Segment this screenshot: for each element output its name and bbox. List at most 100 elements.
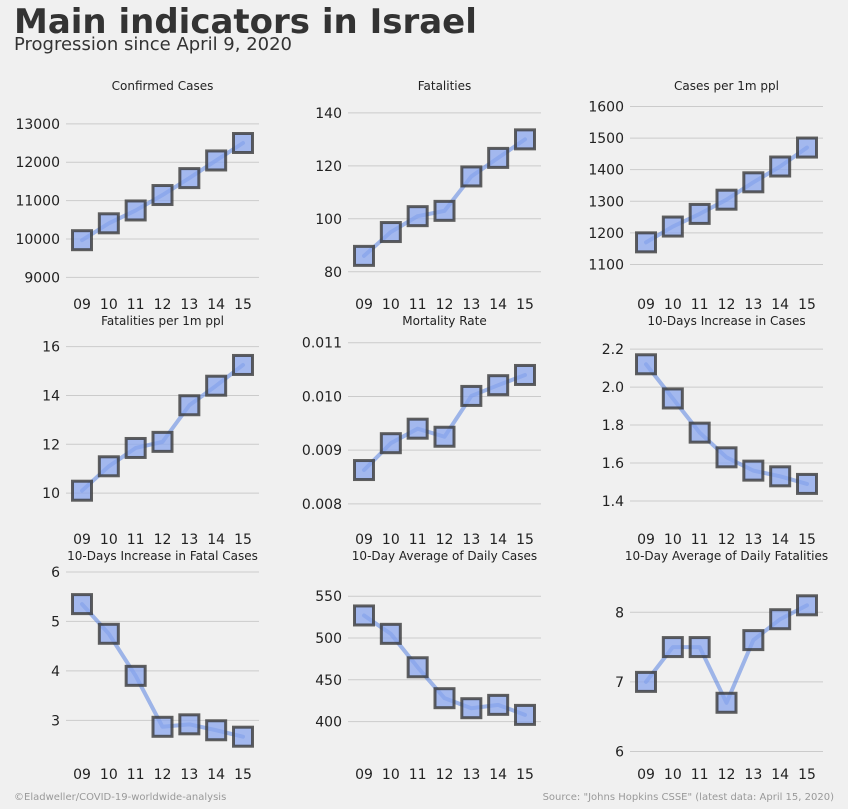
y-tick-label: 120 <box>315 159 342 175</box>
data-point <box>353 244 375 267</box>
data-point <box>178 713 201 736</box>
x-tick-label: 14 <box>771 532 789 548</box>
y-tick-label: 1100 <box>588 257 624 273</box>
x-tick-label: 13 <box>744 297 762 313</box>
y-tick-label: 0.011 <box>302 336 342 352</box>
data-point <box>742 629 765 652</box>
x-tick-label: 09 <box>355 532 373 548</box>
x-tick-label: 11 <box>691 297 709 313</box>
x-tick-label: 15 <box>516 767 534 783</box>
data-point <box>715 446 738 469</box>
y-tick-label: 4 <box>51 664 60 680</box>
data-point <box>178 394 201 417</box>
x-tick-label: 10 <box>100 297 118 313</box>
x-tick-label: 15 <box>798 297 816 313</box>
data-point <box>796 472 818 495</box>
x-tick-label: 15 <box>234 532 252 548</box>
y-tick-label: 1300 <box>588 194 624 210</box>
x-tick-label: 11 <box>409 532 427 548</box>
data-point <box>151 184 174 207</box>
data-point <box>232 132 254 155</box>
data-point <box>514 703 536 726</box>
data-point <box>514 128 536 151</box>
y-tick-label: 6 <box>615 745 624 761</box>
subplot-7: 10-Days Increase in Fatal Cases 3 4 5 6 09 10 1… <box>51 549 259 783</box>
data-point <box>688 202 711 225</box>
x-tick-label: 12 <box>154 767 172 783</box>
y-tick-label: 0.010 <box>302 389 342 405</box>
data-point <box>124 664 147 687</box>
data-point <box>769 465 792 488</box>
x-tick-label: 10 <box>664 767 682 783</box>
x-tick-label: 09 <box>637 297 655 313</box>
data-point <box>661 636 684 659</box>
x-tick-label: 11 <box>127 297 145 313</box>
subplot-4: Fatalities per 1m ppl 10 12 14 16 09 10 11 12 13 1… <box>42 314 259 548</box>
subplot-5: Mortality Rate 0.008 0.009 0.010 0.011 09 10 11… <box>302 314 541 548</box>
x-tick-label: 15 <box>798 767 816 783</box>
x-tick-label: 13 <box>462 767 480 783</box>
x-tick-label: 14 <box>207 297 225 313</box>
y-tick-label: 2.0 <box>602 380 624 396</box>
data-point <box>487 146 510 169</box>
data-point <box>460 697 483 720</box>
x-tick-label: 12 <box>436 297 454 313</box>
x-tick-label: 11 <box>691 767 709 783</box>
y-tick-label: 1500 <box>588 131 624 147</box>
data-point <box>97 622 120 645</box>
subplot-3: Cases per 1m ppl 1100 1200 1300 1400 1500 1600… <box>588 79 823 313</box>
y-tick-label: 1.4 <box>602 494 624 510</box>
x-tick-label: 10 <box>382 767 400 783</box>
data-point <box>514 363 536 386</box>
x-tick-label: 11 <box>409 297 427 313</box>
data-point <box>232 725 254 748</box>
x-tick-label: 09 <box>73 297 91 313</box>
data-point <box>353 604 375 627</box>
y-tick-label: 550 <box>315 589 342 605</box>
x-tick-label: 13 <box>462 297 480 313</box>
x-tick-label: 09 <box>73 767 91 783</box>
x-tick-label: 10 <box>382 297 400 313</box>
x-tick-label: 14 <box>207 767 225 783</box>
data-point <box>353 459 375 482</box>
x-tick-label: 13 <box>180 297 198 313</box>
y-tick-label: 12 <box>42 437 60 453</box>
data-point <box>151 430 174 453</box>
data-point <box>71 479 93 502</box>
y-tick-label: 400 <box>315 715 342 731</box>
x-tick-label: 15 <box>516 297 534 313</box>
data-point <box>406 417 429 440</box>
x-tick-label: 13 <box>744 767 762 783</box>
data-point <box>796 136 818 159</box>
y-tick-label: 450 <box>315 673 342 689</box>
x-tick-label: 11 <box>127 532 145 548</box>
y-tick-label: 10000 <box>15 232 60 248</box>
data-point <box>688 421 711 444</box>
data-point <box>487 693 510 716</box>
data-point <box>124 199 147 222</box>
y-tick-label: 1.8 <box>602 418 624 434</box>
y-tick-label: 12000 <box>15 155 60 171</box>
y-tick-label: 140 <box>315 106 342 122</box>
y-tick-label: 1400 <box>588 163 624 179</box>
y-tick-label: 500 <box>315 631 342 647</box>
y-tick-label: 6 <box>51 565 60 581</box>
x-tick-label: 15 <box>798 532 816 548</box>
data-point <box>635 670 657 693</box>
data-point <box>124 436 147 459</box>
data-point <box>433 425 456 448</box>
y-tick-label: 3 <box>51 713 60 729</box>
subplot-6: 10-Days Increase in Cases 1.4 1.6 1.8 2.0 2.2… <box>602 314 823 548</box>
x-tick-label: 14 <box>207 532 225 548</box>
x-tick-label: 12 <box>718 297 736 313</box>
x-tick-label: 13 <box>744 532 762 548</box>
y-tick-label: 8 <box>615 605 624 621</box>
subplot-2: Fatalities 80 100 120 140 09 10 11 12 13 14 15 <box>315 79 541 313</box>
subplot-title: 10-Days Increase in Fatal Cases <box>67 549 258 563</box>
y-tick-label: 0.009 <box>302 443 342 459</box>
x-tick-label: 15 <box>516 532 534 548</box>
x-tick-label: 14 <box>489 297 507 313</box>
y-tick-label: 80 <box>324 265 342 281</box>
x-tick-label: 12 <box>436 532 454 548</box>
x-tick-label: 14 <box>489 767 507 783</box>
